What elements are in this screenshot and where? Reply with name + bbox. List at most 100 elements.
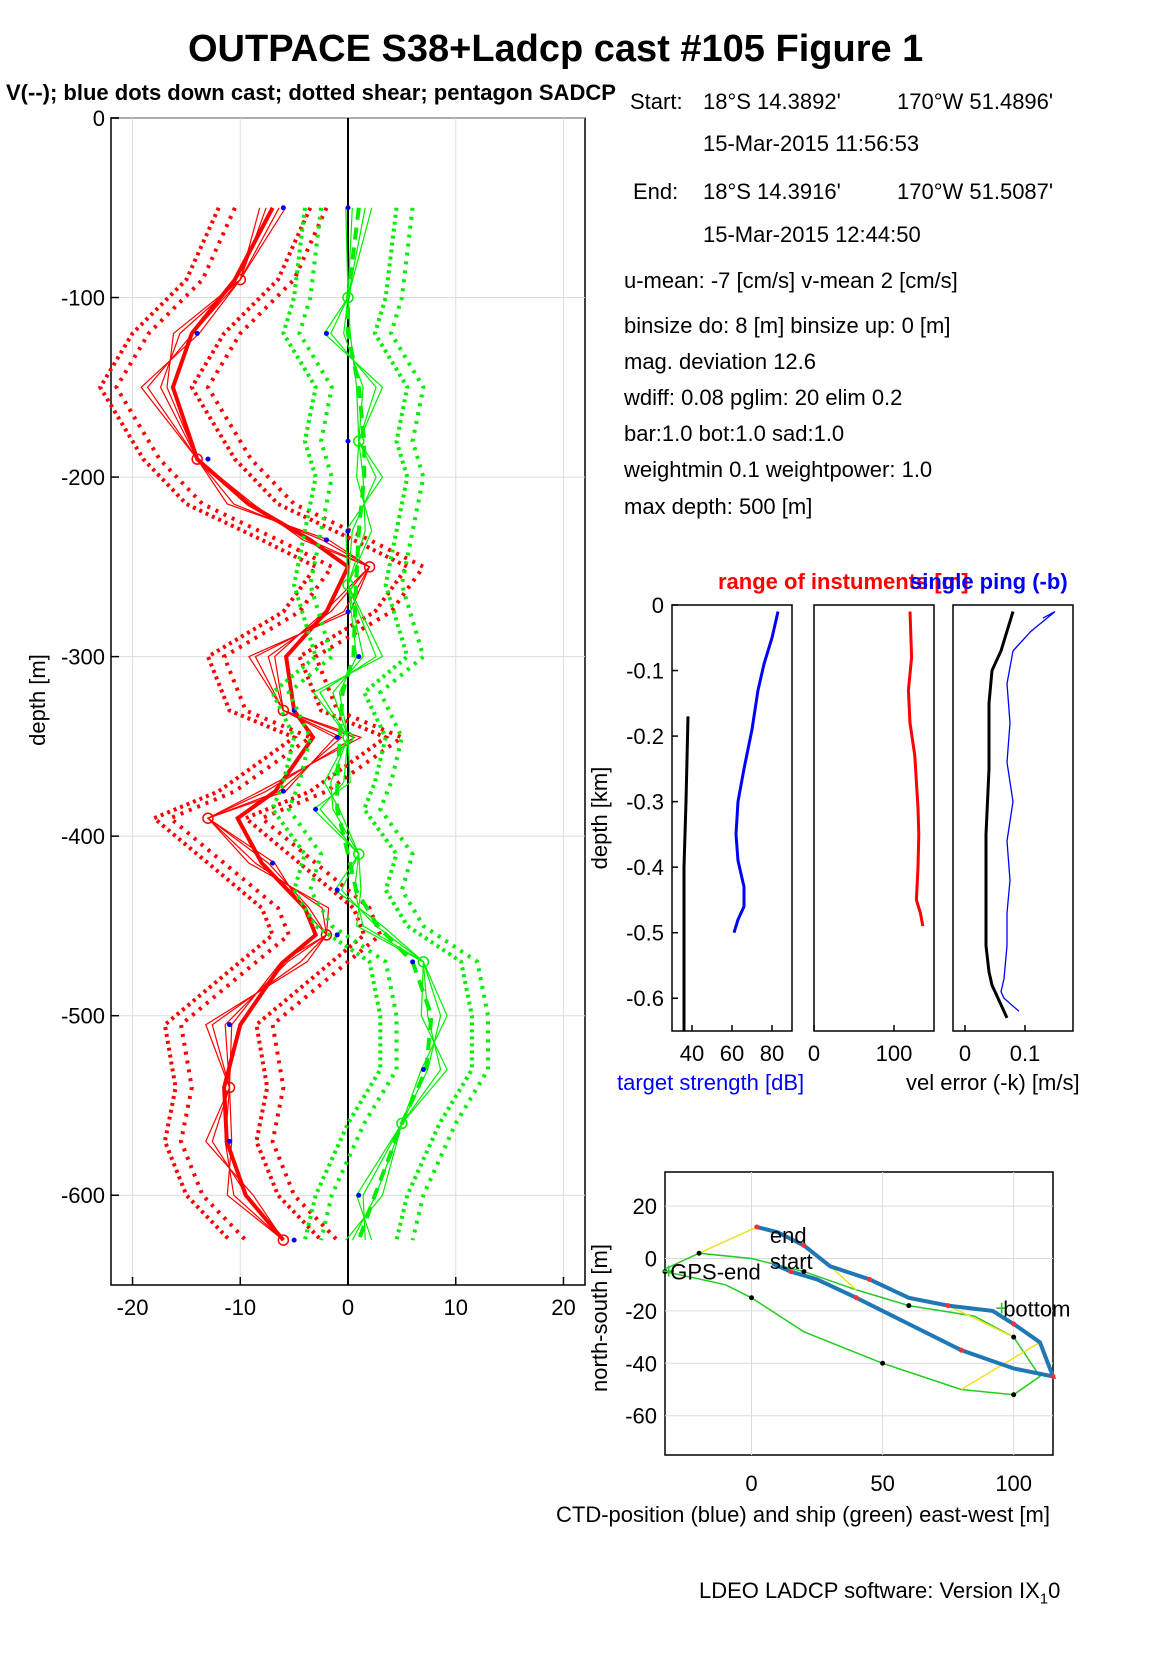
profile-y-tick-label: -500	[61, 1004, 105, 1029]
ctd-ship-link	[829, 1265, 857, 1291]
down-cast-dot	[280, 788, 286, 794]
position-y-tick-label: 20	[633, 1194, 657, 1219]
ship-position-dot	[906, 1303, 912, 1309]
software-version-suffix: 0	[1048, 1578, 1061, 1603]
ctd-position-dot	[1011, 1321, 1017, 1327]
sadcp-pentagon-marker	[223, 1081, 236, 1094]
ctd-position-dot	[945, 1303, 951, 1309]
vel-error-box	[952, 604, 1074, 1032]
start-annotation: start	[770, 1249, 813, 1274]
sadcp-pentagon-marker	[417, 956, 430, 968]
small-x-tick-label: 40	[680, 1041, 704, 1066]
vel-error-axis-label: vel error (-k) [m/s]	[906, 1070, 1080, 1095]
start-label: Start:	[630, 89, 683, 114]
target-strength-box	[671, 604, 793, 1032]
v-shear-envelope	[377, 207, 490, 1241]
down-cast-dot	[334, 932, 340, 938]
single-ping-title: single ping (-b)	[910, 569, 1068, 594]
position-y-axis-label: north-south [m]	[587, 1244, 612, 1392]
small-x-tick-label: 80	[760, 1041, 784, 1066]
position-y-tick-label: -40	[625, 1351, 657, 1376]
profile-panel: depth [m]	[25, 117, 586, 1286]
range-panels: range of instuments [m] single ping (-b)…	[587, 569, 1080, 1095]
position-y-tick-label: -20	[625, 1299, 657, 1324]
ctd-position-dot	[801, 1242, 807, 1248]
ship-position-dot	[749, 1295, 755, 1301]
down-cast-dot	[356, 1192, 362, 1198]
mean-velocity: u-mean: -7 [cm/s] v-mean 2 [cm/s]	[624, 268, 958, 293]
target-strength-axis-label: target strength [dB]	[617, 1070, 804, 1095]
small-x-tick-label: 0	[959, 1041, 971, 1066]
u-profile-thin-line	[140, 207, 371, 1241]
position-x-axis-label: CTD-position (blue) and ship (green) eas…	[556, 1502, 1050, 1527]
profile-y-tick-label: -200	[61, 465, 105, 490]
ctd-position-dot	[788, 1269, 794, 1275]
down-cast-dot	[345, 205, 351, 211]
down-cast-dot	[334, 734, 340, 740]
small-x-tick-label: 100	[876, 1041, 913, 1066]
weightmin-params: weightmin 0.1 weightpower: 1.0	[624, 457, 933, 482]
range-panel-title: range of instuments [m]	[718, 569, 969, 594]
small-panel-series-line	[984, 611, 1015, 1019]
ctd-ship-link	[698, 1226, 758, 1254]
u-shear-envelope	[189, 206, 411, 1242]
position-panel: CTD-position (blue) and ship (green) eas…	[556, 1171, 1054, 1527]
down-cast-dot	[323, 537, 329, 543]
sadcp-pentagon-marker	[191, 453, 203, 465]
position-x-tick-label: 0	[745, 1471, 757, 1496]
end-latitude: 18°S 14.3916'	[703, 179, 841, 204]
small-y-tick-label: -0.3	[626, 790, 664, 815]
small-x-tick-label: 0.1	[1010, 1041, 1041, 1066]
software-version-subscript: 1	[1039, 1590, 1049, 1608]
ctd-position-dot	[1050, 1373, 1056, 1379]
small-y-tick-label: -0.6	[626, 986, 664, 1011]
profile-y-tick-label: -600	[61, 1183, 105, 1208]
sadcp-pentagon-marker	[342, 731, 354, 744]
down-cast-dot	[194, 330, 200, 336]
small-y-tick-label: -0.1	[626, 659, 664, 684]
sadcp-pentagon-marker	[320, 929, 333, 941]
down-cast-dot	[356, 654, 362, 660]
profile-x-tick-label: 10	[443, 1295, 467, 1320]
small-y-axis-label: depth [km]	[587, 767, 612, 870]
u-profile-thin-line	[159, 207, 371, 1241]
v-profile-thin-line	[312, 207, 448, 1241]
down-cast-dot	[420, 1067, 426, 1073]
ship-position-dot	[662, 1269, 668, 1275]
down-cast-dot	[291, 1237, 297, 1243]
v-shear-envelope	[270, 207, 383, 1241]
max-depth: max depth: 500 [m]	[624, 494, 813, 519]
down-cast-dot	[270, 860, 276, 866]
down-cast-dot	[345, 438, 351, 444]
small-panel-series-line	[906, 611, 925, 927]
small-x-tick-label: 0	[808, 1041, 820, 1066]
v-mean-profile	[335, 207, 434, 1241]
sadcp-pentagon-marker	[234, 273, 247, 286]
binsize: binsize do: 8 [m] binsize up: 0 [m]	[624, 313, 951, 338]
down-cast-dot	[323, 330, 329, 336]
start-time: 15-Mar-2015 11:56:53	[703, 131, 920, 156]
profile-y-tick-label: -300	[61, 645, 105, 670]
down-cast-dot	[334, 887, 340, 893]
software-version-text: LDEO LADCP software: Version IX	[699, 1578, 1040, 1603]
position-plot-box	[664, 1171, 1054, 1456]
sadcp-pentagon-marker	[353, 435, 365, 447]
small-panel-series-line	[732, 611, 780, 934]
start-latitude: 18°S 14.3892'	[703, 89, 841, 114]
small-y-tick-label: -0.2	[626, 724, 664, 749]
end-longitude: 170°W 51.5087'	[897, 179, 1054, 204]
u-shear-envelope	[97, 206, 319, 1242]
position-y-tick-label: 0	[645, 1246, 657, 1271]
down-cast-dot	[345, 528, 351, 534]
profile-x-tick-label: -20	[117, 1295, 149, 1320]
ship-position-dot	[1011, 1392, 1017, 1398]
profile-y-axis-label: depth [m]	[25, 654, 50, 746]
small-y-tick-label: 0	[652, 593, 664, 618]
range-box	[813, 604, 935, 1032]
small-panel-series-line	[682, 716, 690, 1031]
down-cast-dot	[345, 609, 351, 615]
position-y-tick-label: -60	[625, 1404, 657, 1429]
small-x-tick-label: 60	[720, 1041, 744, 1066]
u-shear-envelope	[205, 206, 427, 1242]
ship-position-dot	[696, 1250, 702, 1256]
